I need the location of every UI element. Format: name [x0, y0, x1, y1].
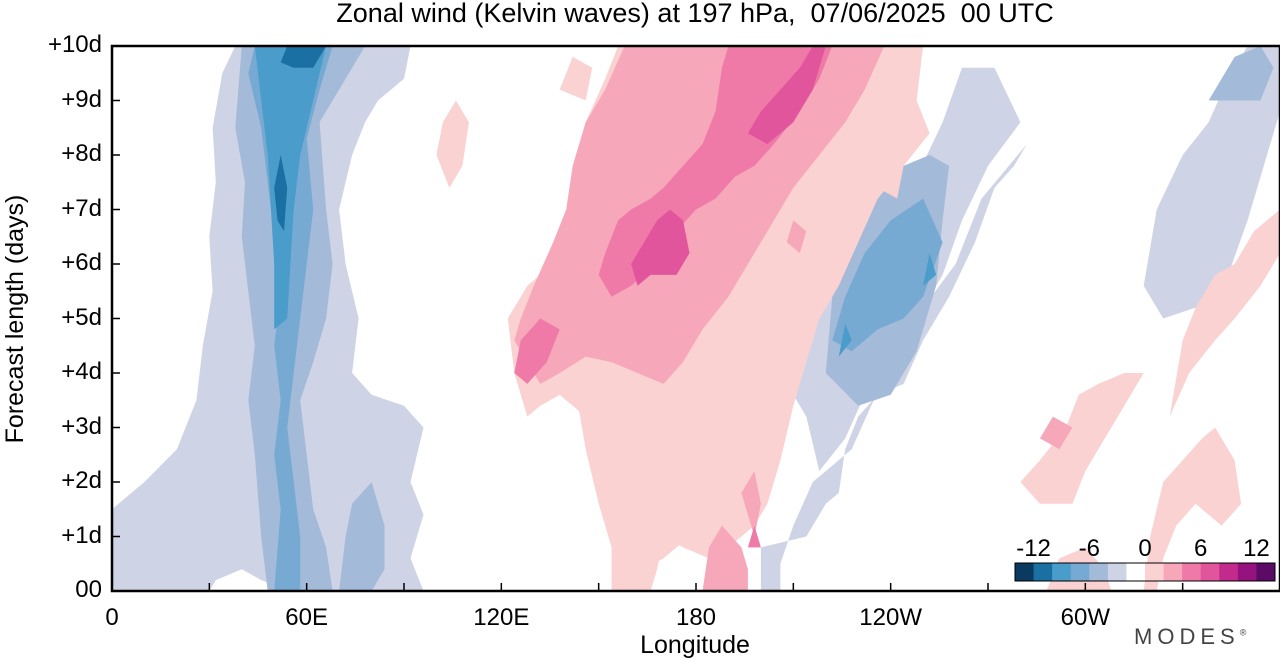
brand-logo: MODES®	[1134, 624, 1246, 650]
colorbar-swatch	[1089, 563, 1109, 581]
y-tick-label: +9d	[61, 85, 102, 113]
colorbar-label: 12	[1243, 535, 1270, 562]
colorbar-label: 0	[1138, 535, 1152, 562]
x-tick-label: 60W	[1060, 604, 1110, 631]
contour-region-2-5	[1169, 209, 1280, 417]
x-axis-title: Longitude	[640, 631, 750, 659]
x-tick-label: 120W	[859, 604, 922, 631]
contour-region--10-0	[280, 46, 327, 68]
x-ticks	[111, 583, 1280, 591]
y-axis-title: Forecast length (days)	[1, 194, 29, 444]
colorbar-swatch	[1107, 563, 1127, 581]
contour-region-2-7	[559, 56, 593, 101]
x-tick-label: 180	[675, 604, 717, 631]
contour-region--2-3	[1143, 46, 1280, 319]
contour-region--4-1	[339, 482, 385, 591]
contour-region-2-1	[624, 144, 846, 591]
colorbar-swatch	[1256, 563, 1276, 581]
brand-mark: ®	[1239, 627, 1247, 638]
colorbar-label: 6	[1194, 535, 1208, 562]
colorbar	[1014, 562, 1276, 582]
y-tick-label: +3d	[61, 412, 102, 440]
colorbar-swatch	[1219, 563, 1239, 581]
y-tick-label: +1d	[61, 521, 102, 549]
colorbar-swatch	[1200, 563, 1220, 581]
colorbar-swatch	[1126, 563, 1146, 581]
contour-region-4-2	[741, 471, 761, 537]
brand-name: MODES	[1134, 624, 1240, 649]
x-tick-label: 60E	[285, 604, 328, 631]
y-tick-label: +4d	[61, 358, 102, 385]
y-tick-label: +2d	[61, 467, 102, 494]
x-tick-label: 120E	[473, 604, 530, 631]
contour-region--10-1	[274, 155, 288, 232]
contour-region--8-0	[254, 46, 327, 330]
contour-region-8-1	[747, 46, 826, 145]
colorbar-swatch	[1145, 563, 1165, 581]
contour-region-4-4	[786, 220, 807, 254]
contour-region--8-1	[838, 323, 852, 357]
y-tick-label: +5d	[61, 303, 102, 331]
contour-region-6-1	[514, 318, 560, 384]
contour-fills	[112, 46, 1280, 591]
contour-region-4-3	[1039, 416, 1073, 450]
chart-title: Zonal wind (Kelvin waves) at 197 hPa, 07…	[336, 0, 1054, 28]
y-ticks	[112, 45, 120, 592]
contour-region--8-2	[923, 253, 937, 286]
x-tick-label: 0	[105, 604, 119, 631]
contour-region-8-0	[631, 209, 690, 286]
contour-region--6-1	[832, 198, 943, 352]
contour-region-6-2	[747, 525, 761, 548]
contour-region-2-6	[436, 100, 469, 188]
contour-region--4-3	[1208, 46, 1274, 101]
y-tick-label: +6d	[61, 249, 102, 276]
colorbar-swatch	[1052, 563, 1072, 581]
y-tick-label: 00	[75, 576, 102, 603]
colorbar-swatch	[1033, 563, 1053, 581]
colorbar-swatch	[1015, 563, 1035, 581]
colorbar-label: -12	[1016, 535, 1051, 562]
contour-region-2-2	[1143, 427, 1242, 591]
colorbar-swatch	[1237, 563, 1257, 581]
y-tick-label: +10d	[47, 31, 102, 58]
y-tick-label: +8d	[61, 140, 102, 167]
contour-region-2-4	[1020, 373, 1144, 504]
contour-region-2-8	[877, 155, 904, 199]
colorbar-swatch	[1163, 563, 1183, 581]
colorbar-label: -6	[1078, 535, 1100, 562]
contour-region-4-1	[702, 525, 748, 591]
colorbar-swatch	[1182, 563, 1202, 581]
colorbar-frame	[1014, 562, 1276, 582]
y-tick-label: +7d	[61, 194, 102, 222]
colorbar-swatch	[1070, 563, 1090, 581]
contour-region-4-0	[514, 46, 885, 384]
